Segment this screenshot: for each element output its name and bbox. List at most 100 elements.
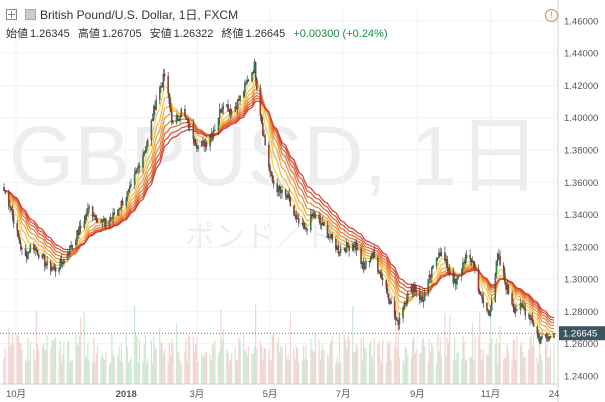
candle-body: [284, 189, 287, 196]
candle-body: [16, 223, 18, 231]
volume-bar: [128, 362, 130, 384]
candle-body: [379, 272, 382, 274]
candle: [403, 300, 405, 311]
volume-bar: [167, 362, 169, 384]
volume-bar: [539, 339, 541, 384]
candle-body: [264, 136, 266, 146]
y-tick-label: 1.42000: [564, 81, 598, 92]
candle-body: [398, 317, 401, 325]
candle: [415, 284, 417, 298]
volume-bar: [112, 352, 114, 384]
candle: [499, 250, 501, 266]
volume-bar: [362, 336, 365, 384]
candle: [549, 335, 552, 339]
candle: [293, 204, 295, 217]
candle: [263, 129, 265, 138]
candle-body: [167, 76, 169, 94]
volume-bar: [377, 344, 379, 384]
volume-bar: [179, 360, 181, 384]
candle-body: [121, 200, 124, 206]
candle: [49, 259, 52, 276]
volume-bar: [228, 361, 230, 384]
volume-bar: [54, 337, 57, 384]
volume-bar: [110, 362, 112, 384]
candle: [46, 256, 48, 270]
compare-icon[interactable]: [25, 8, 36, 20]
candle: [145, 140, 148, 153]
candle: [176, 114, 179, 121]
volume-bar: [202, 356, 204, 384]
candle: [469, 249, 471, 265]
volume-bar: [263, 348, 265, 384]
candle: [386, 283, 389, 298]
last-price-tag: [559, 326, 605, 341]
volume-bar: [522, 352, 524, 384]
volume-bar: [108, 363, 111, 384]
candle-body: [393, 301, 396, 317]
candle-body: [85, 214, 88, 216]
candle-body: [242, 91, 245, 97]
candle-body: [404, 302, 407, 304]
candle-body: [513, 307, 516, 313]
candle-body: [46, 261, 48, 266]
candle-body: [369, 256, 372, 262]
volume-bar: [210, 360, 212, 384]
candle-body: [245, 82, 247, 84]
x-tick-label: 11月: [481, 389, 500, 400]
volume-bar: [10, 342, 12, 384]
volume-bar: [355, 343, 357, 384]
candle-body: [519, 303, 522, 310]
candle-body: [482, 298, 485, 303]
candle: [127, 188, 130, 196]
close-label: 終値: [221, 28, 244, 40]
volume-bar: [302, 345, 305, 384]
volume-bar: [209, 354, 211, 384]
candle: [42, 253, 45, 259]
candle: [52, 262, 54, 271]
volume-bar: [222, 329, 224, 384]
alert-icon[interactable]: !: [545, 9, 558, 22]
candle: [16, 219, 18, 237]
volume-bar: [331, 336, 333, 384]
candle: [548, 335, 550, 342]
volume-bar: [293, 347, 295, 384]
candle-body: [197, 146, 199, 149]
candle: [356, 242, 359, 251]
volume-bar: [60, 361, 63, 384]
volume-bar: [353, 352, 355, 384]
volume-bar: [94, 363, 96, 384]
candle-body: [185, 116, 187, 120]
last-price-label: 1.26645: [563, 329, 597, 340]
candle: [514, 304, 517, 317]
volume-bar: [144, 334, 146, 384]
candle: [20, 239, 22, 252]
candle-body: [487, 309, 489, 312]
candle: [93, 212, 95, 221]
candle-body: [480, 293, 482, 296]
volume-bar: [150, 340, 152, 384]
candle: [378, 269, 380, 275]
expand-icon[interactable]: [6, 8, 17, 20]
candle-body: [63, 259, 65, 264]
candle: [477, 264, 480, 295]
candle: [519, 298, 522, 315]
volume-bar: [413, 336, 415, 384]
volume-bar: [364, 347, 366, 384]
volume-bar: [220, 309, 222, 384]
volume-bar: [45, 349, 47, 384]
candle: [9, 199, 11, 213]
volume-bar: [211, 344, 214, 384]
candle: [169, 97, 172, 113]
candle: [130, 178, 132, 189]
volume-bar: [17, 335, 19, 384]
volume-bar: [18, 342, 21, 384]
candle-body: [260, 115, 263, 124]
candle-body: [159, 87, 161, 100]
volume-bar: [3, 358, 5, 384]
candle-body: [101, 219, 104, 222]
candle: [427, 279, 429, 297]
volume-bar: [252, 353, 254, 384]
candle: [537, 329, 540, 342]
candle: [230, 108, 233, 118]
